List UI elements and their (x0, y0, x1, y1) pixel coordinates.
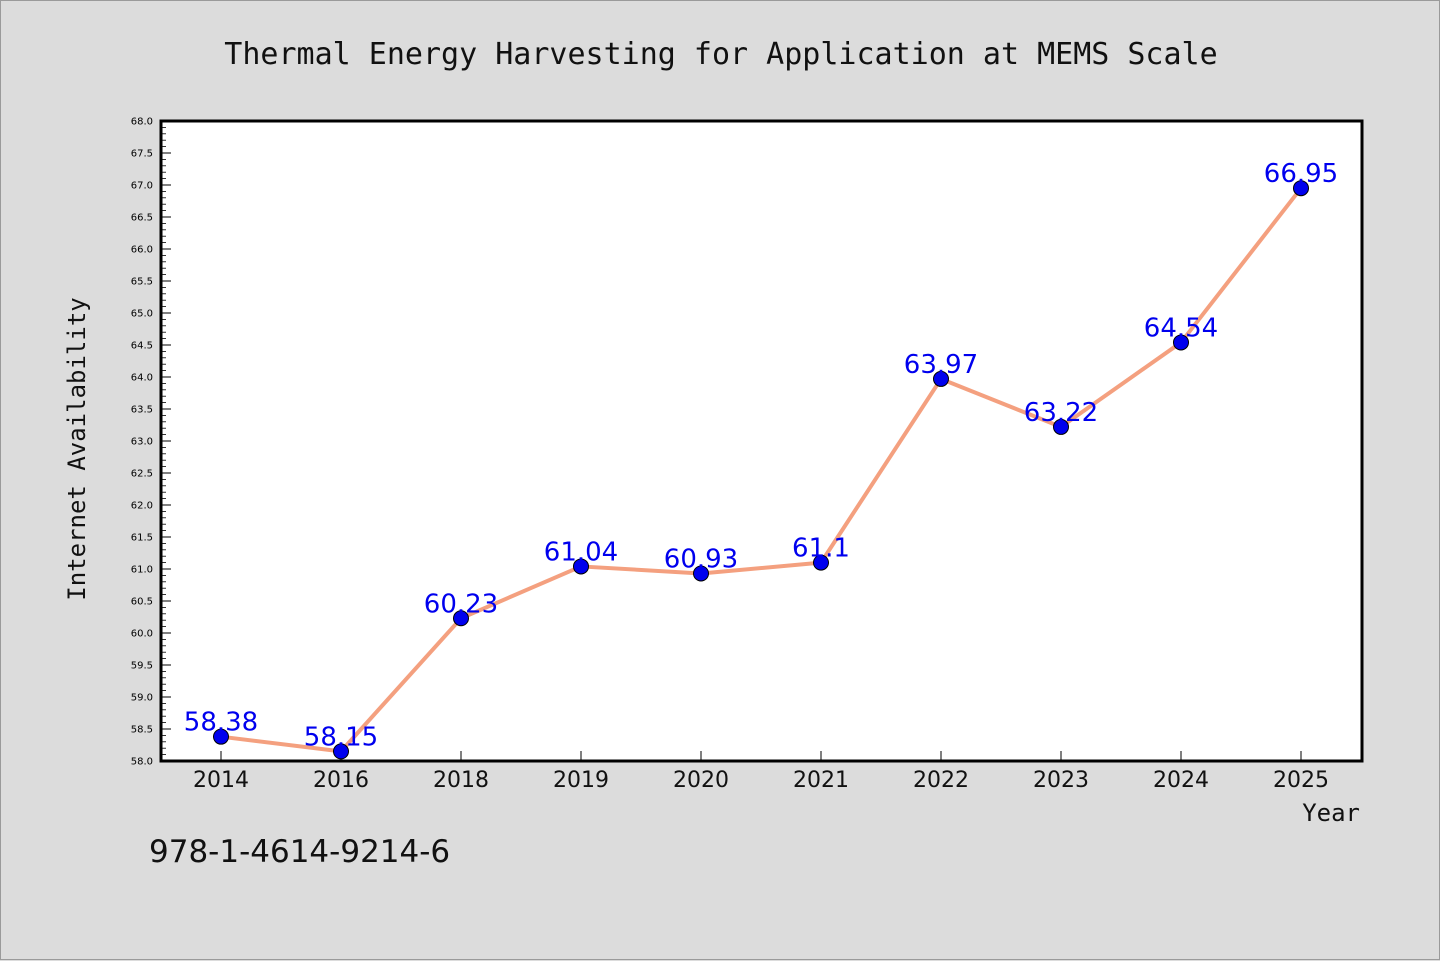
data-label: 58.15 (304, 722, 378, 752)
y-tick-label: 65.0 (131, 309, 153, 320)
y-tick-label: 62.0 (131, 501, 153, 512)
x-tick-label: 2019 (553, 768, 609, 793)
y-axis-label: Internet Availability (63, 297, 91, 600)
data-label: 61.1 (792, 534, 850, 564)
y-axis: 58.0 58.5 59.0 59.5 60.0 60.5 61.0 61.5 62.0 62.5… (131, 117, 171, 768)
data-label: 64.54 (1144, 313, 1218, 343)
data-label: 61.04 (544, 537, 618, 567)
y-tick-label: 67.0 (131, 181, 153, 192)
data-label: 58.38 (184, 708, 258, 738)
chart-title: Thermal Energy Harvesting for Applicatio… (224, 37, 1217, 72)
plot-area (159, 119, 1364, 763)
y-tick-label: 64.0 (131, 373, 153, 384)
y-tick-label: 61.5 (131, 533, 153, 544)
x-axis-label: Year (1302, 799, 1360, 827)
data-point (453, 610, 469, 627)
y-tick-label: 60.0 (131, 629, 153, 640)
x-tick-label: 2016 (313, 768, 369, 793)
y-tick-label: 66.0 (131, 245, 153, 256)
x-tick-label: 2023 (1033, 768, 1089, 793)
x-tick-label: 2018 (433, 768, 489, 793)
data-label: 63.22 (1024, 398, 1098, 428)
y-tick-label: 59.5 (131, 661, 153, 672)
y-tick-label: 64.5 (131, 341, 153, 352)
series-line (219, 186, 1303, 754)
data-point (933, 370, 949, 387)
data-point (1053, 418, 1069, 435)
data-point (1173, 334, 1189, 351)
y-tick-label: 65.5 (131, 277, 153, 288)
x-tick-label: 2025 (1273, 768, 1329, 793)
x-tick-label: 2021 (793, 768, 849, 793)
y-tick-label: 62.5 (131, 469, 153, 480)
data-point (573, 558, 589, 575)
y-tick-label: 66.5 (131, 213, 153, 224)
isbn-text: 978-1-4614-9214-6 (149, 834, 451, 870)
x-tick-label: 2022 (913, 768, 969, 793)
data-point (1293, 180, 1309, 197)
data-label: 66.95 (1264, 159, 1338, 189)
data-point (813, 554, 829, 571)
y-tick-label: 63.5 (131, 405, 153, 416)
data-label: 63.97 (904, 350, 978, 380)
y-tick-label: 58.5 (131, 725, 153, 736)
data-label: 60.23 (424, 589, 498, 619)
data-label: 60.93 (664, 544, 738, 574)
data-point (213, 728, 229, 745)
data-point (693, 565, 709, 582)
y-tick-label: 58.0 (131, 757, 153, 768)
x-tick-label: 2024 (1153, 768, 1209, 793)
y-tick-label: 67.5 (131, 149, 153, 160)
y-tick-label: 60.5 (131, 597, 153, 608)
series-layer: 58.38 58.15 60.23 61.04 60.93 61.1 63.97 63.22 6… (184, 159, 1338, 760)
data-point (333, 743, 349, 760)
y-tick-label: 68.0 (131, 117, 153, 128)
x-axis: 2014 2016 2018 2019 2020 2021 2022 2023 2024 2025 (193, 751, 1329, 793)
y-tick-label: 59.0 (131, 693, 153, 704)
x-tick-label: 2020 (673, 768, 729, 793)
y-tick-label: 63.0 (131, 437, 153, 448)
x-tick-label: 2014 (193, 768, 249, 793)
y-tick-label: 61.0 (131, 565, 153, 576)
